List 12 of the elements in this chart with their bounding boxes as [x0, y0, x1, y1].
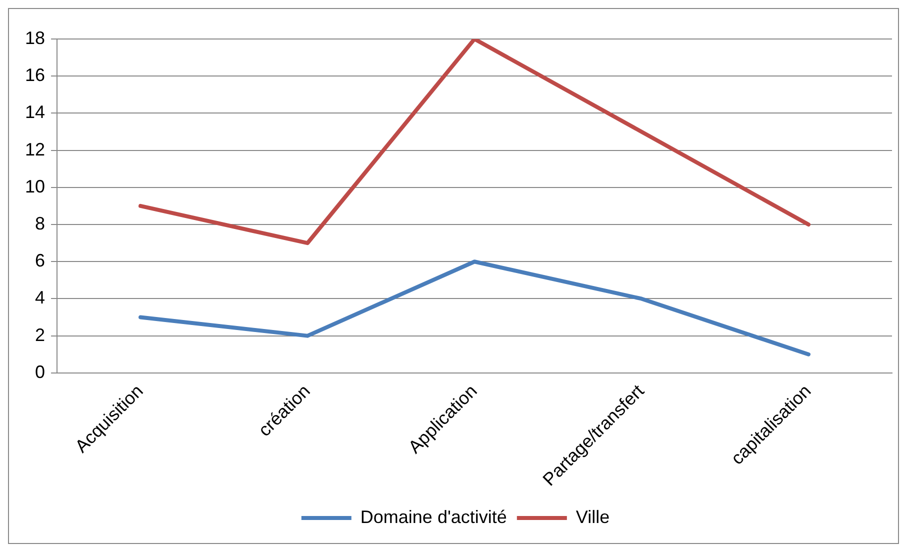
y-tick-label: 6 [35, 250, 46, 271]
y-tick-label: 4 [35, 288, 46, 308]
y-tick-label: 10 [24, 176, 46, 196]
y-tick-label: 18 [24, 28, 46, 48]
y-tick-label: 2 [35, 324, 46, 345]
y-tick-label: 16 [24, 65, 46, 86]
y-tick-label: 14 [24, 102, 46, 122]
y-tick-label: 0 [35, 362, 46, 382]
legend-label: Domaine d'activité [360, 506, 507, 527]
legend-label: Ville [576, 506, 610, 527]
y-tick-label: 8 [35, 213, 46, 234]
y-tick-label: 12 [24, 139, 46, 160]
